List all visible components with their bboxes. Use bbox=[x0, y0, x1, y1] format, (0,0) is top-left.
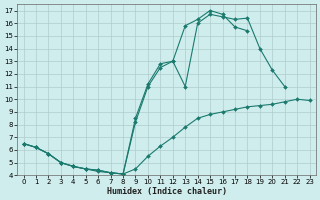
X-axis label: Humidex (Indice chaleur): Humidex (Indice chaleur) bbox=[107, 187, 227, 196]
